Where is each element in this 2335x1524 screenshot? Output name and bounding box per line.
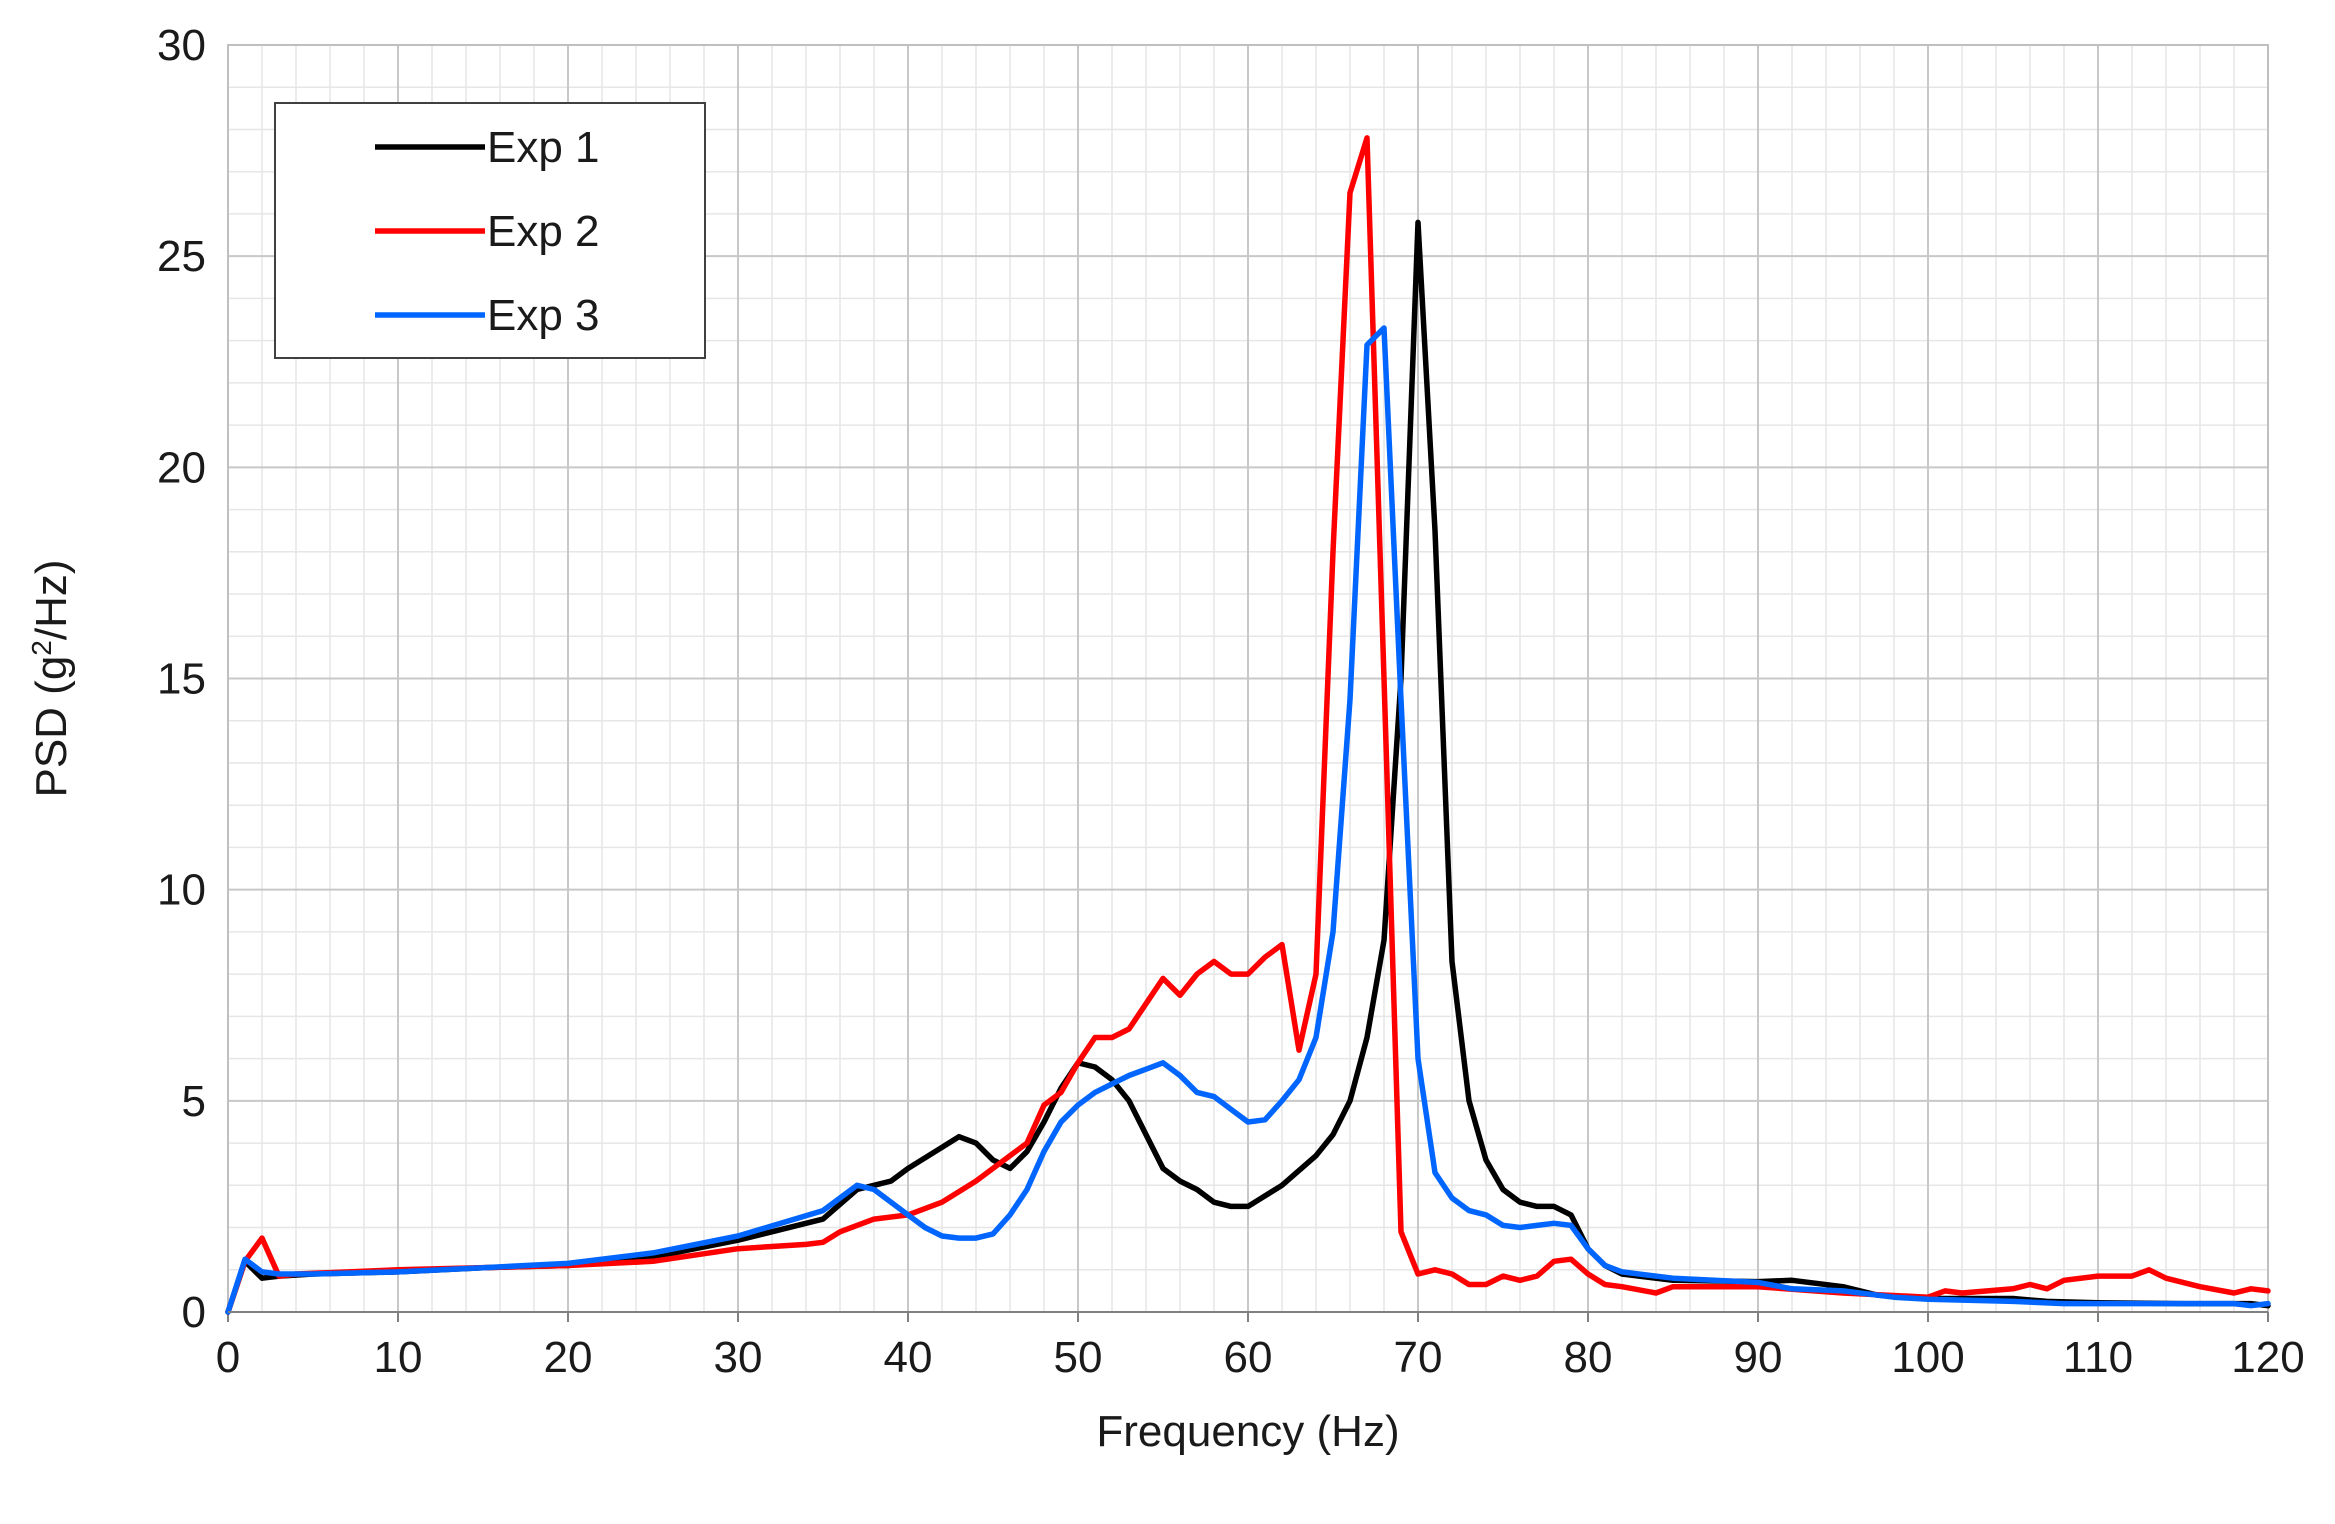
legend-items: Exp 1 Exp 2 Exp 3 (375, 123, 600, 340)
y-tick-label: 25 (157, 232, 206, 281)
x-tick-label: 120 (2231, 1333, 2304, 1382)
legend-box (274, 102, 706, 359)
x-axis-title: Frequency (Hz) (1096, 1407, 1399, 1456)
x-tick-label: 60 (1224, 1333, 1273, 1382)
x-tick-label: 40 (884, 1333, 933, 1382)
series-line-exp-2 (225, 135, 2271, 1315)
y-axis-title: PSD (g2/Hz) (26, 559, 77, 797)
x-tick-label: 110 (2063, 1333, 2133, 1382)
x-tick-label: 20 (544, 1333, 593, 1382)
y-axis-tick-labels: 0 5 10 15 20 25 30 (157, 21, 206, 1337)
y-tick-label: 30 (157, 21, 206, 70)
x-tick-label: 30 (714, 1333, 763, 1382)
x-tick-label: 100 (1891, 1333, 1964, 1382)
y-tick-label: 15 (157, 655, 206, 704)
legend: Exp 1 Exp 2 Exp 3 (274, 102, 706, 359)
y-tick-label: 0 (182, 1288, 206, 1337)
x-tick-label: 90 (1734, 1333, 1783, 1382)
x-tick-label: 50 (1054, 1333, 1103, 1382)
legend-label-exp-3: Exp 3 (487, 291, 600, 340)
series-line-exp-3 (225, 325, 2271, 1315)
y-tick-label: 20 (157, 443, 206, 492)
series-lines (225, 135, 2271, 1315)
x-tick-label: 70 (1394, 1333, 1443, 1382)
x-tick-label: 80 (1564, 1333, 1613, 1382)
y-axis-title-superscript: 2 (26, 640, 57, 656)
y-axis-title-suffix: /Hz) (27, 559, 76, 640)
x-axis-tick-labels: 0 10 20 30 40 50 60 70 80 90 100 110 120 (216, 1312, 2305, 1382)
legend-label-exp-1: Exp 1 (487, 123, 600, 172)
x-tick-label: 0 (216, 1333, 240, 1382)
y-tick-label: 10 (157, 866, 206, 915)
y-tick-label: 5 (182, 1077, 206, 1126)
legend-label-exp-2: Exp 2 (487, 207, 600, 256)
y-axis-title-prefix: PSD (g (27, 656, 76, 798)
x-tick-label: 10 (374, 1333, 423, 1382)
